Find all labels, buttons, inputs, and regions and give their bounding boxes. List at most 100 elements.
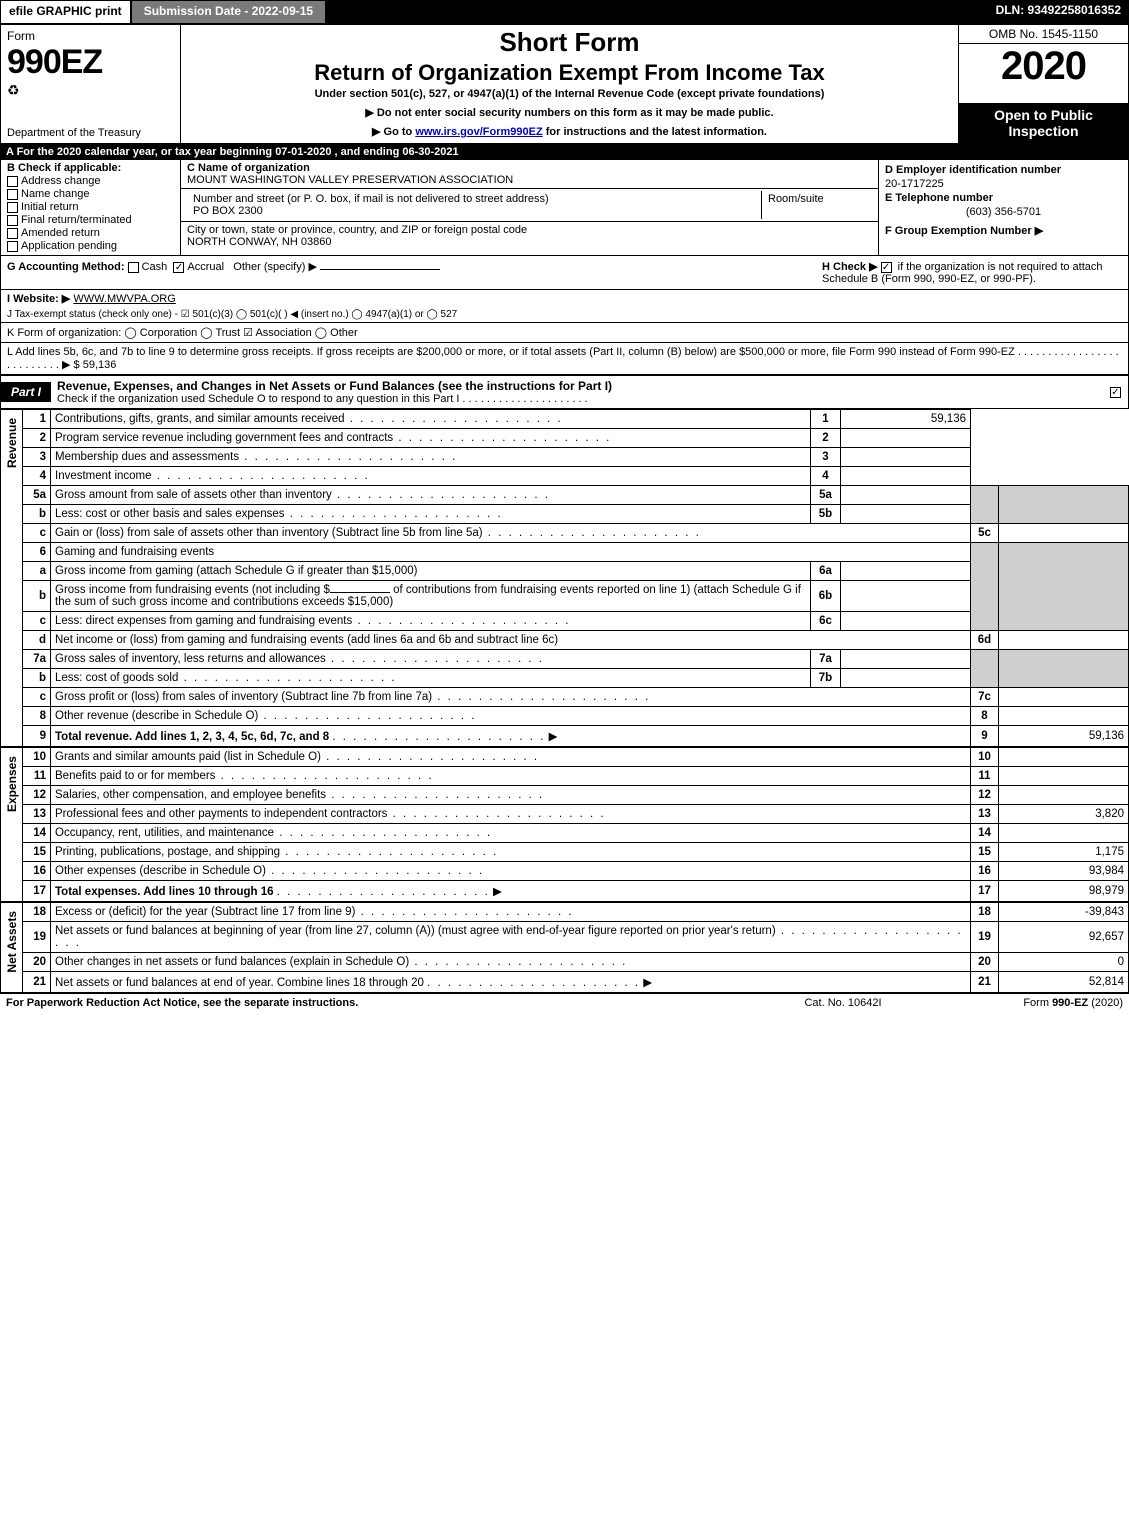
do-not-enter-text: ▶ Do not enter social security numbers o… [185,106,954,119]
cb-initial-return[interactable]: Initial return [7,201,174,213]
line-21: 21Net assets or fund balances at end of … [23,972,1129,993]
cb-name-change[interactable]: Name change [7,188,174,200]
row-l-text: L Add lines 5b, 6c, and 7b to line 9 to … [7,346,1119,371]
line-7c: cGross profit or (loss) from sales of in… [23,688,1129,707]
line-a-text: A For the 2020 calendar year, or tax yea… [6,146,459,158]
group-exemption-label: F Group Exemption Number ▶ [885,224,1122,237]
org-name-label: C Name of organization [187,162,310,174]
box-d-e-f: D Employer identification number 20-1717… [878,160,1128,255]
row-j: J Tax-exempt status (check only one) - ☑… [0,307,1129,323]
room-suite-label: Room/suite [762,191,872,219]
box-c: C Name of organization MOUNT WASHINGTON … [181,160,878,255]
line-6c: cLess: direct expenses from gaming and f… [23,612,1129,631]
box-b-title: B Check if applicable: [7,162,174,174]
ein-label: D Employer identification number [885,164,1122,176]
row-g-h: G Accounting Method: Cash ✓Accrual Other… [0,256,1129,290]
line-6d: dNet income or (loss) from gaming and fu… [23,631,1129,650]
line-4: 4Investment income4 [23,467,1129,486]
city-label: City or town, state or province, country… [187,224,527,236]
line-3: 3Membership dues and assessments3 [23,448,1129,467]
form-ref: Form 990-EZ (2020) [943,997,1123,1009]
line-a-bar: A For the 2020 calendar year, or tax yea… [0,144,1129,160]
line-10: 10Grants and similar amounts paid (list … [23,748,1129,767]
short-form-title: Short Form [185,27,954,58]
revenue-vertical-label: Revenue [0,409,22,747]
cb-application-pending[interactable]: Application pending [7,240,174,252]
goto-pre: ▶ Go to [372,126,415,138]
part-i-checkbox[interactable]: ✓ [1106,385,1128,399]
ein-value: 20-1717225 [885,178,1122,190]
cash-label: Cash [142,261,168,273]
org-name-cell: C Name of organization MOUNT WASHINGTON … [181,160,878,189]
street-row: Number and street (or P. O. box, if mail… [181,189,878,222]
dln-label: DLN: 93492258016352 [988,0,1129,24]
expenses-vertical-label: Expenses [0,747,22,902]
netassets-table: 18Excess or (deficit) for the year (Subt… [22,902,1129,993]
line-12: 12Salaries, other compensation, and empl… [23,786,1129,805]
line-6b: bGross income from fundraising events (n… [23,581,1129,612]
row-i: I Website: ▶ WWW.MWVPA.ORG [0,290,1129,307]
part-i-subtext: Check if the organization used Schedule … [57,393,1100,405]
tel-label: E Telephone number [885,192,1122,204]
submission-date-label: Submission Date - 2022-09-15 [131,0,326,24]
irs-link[interactable]: www.irs.gov/Form990EZ [415,126,542,138]
cb-amended-return[interactable]: Amended return [7,227,174,239]
line-18: 18Excess or (deficit) for the year (Subt… [23,903,1129,922]
netassets-section: Net Assets 18Excess or (deficit) for the… [0,902,1129,993]
expenses-section: Expenses 10Grants and similar amounts pa… [0,747,1129,902]
department-label: Department of the Treasury [7,127,174,139]
cb-accrual[interactable]: ✓ [173,262,184,273]
paperwork-notice: For Paperwork Reduction Act Notice, see … [6,997,743,1009]
recycle-icon: ♻ [7,82,174,99]
row-h: H Check ▶ ✓ if the organization is not r… [822,260,1122,285]
line-2: 2Program service revenue including gover… [23,429,1129,448]
top-bar: efile GRAPHIC print Submission Date - 20… [0,0,1129,24]
page-footer: For Paperwork Reduction Act Notice, see … [0,993,1129,1012]
goto-post: for instructions and the latest informat… [543,126,767,138]
line-9: 9Total revenue. Add lines 1, 2, 3, 4, 5c… [23,726,1129,747]
line-20: 20Other changes in net assets or fund ba… [23,953,1129,972]
line-1: 1Contributions, gifts, grants, and simil… [23,410,1129,429]
part-i-header: Part I Revenue, Expenses, and Changes in… [0,375,1129,409]
spacer [326,0,987,24]
h-pre: H Check ▶ [822,261,878,273]
accrual-label: Accrual [187,261,224,273]
street-label: Number and street (or P. O. box, if mail… [193,193,549,205]
under-section-text: Under section 501(c), 527, or 4947(a)(1)… [185,88,954,100]
line-8: 8Other revenue (describe in Schedule O)8 [23,707,1129,726]
box-b: B Check if applicable: Address change Na… [1,160,181,255]
header-center: Short Form Return of Organization Exempt… [181,25,958,143]
part-i-title: Revenue, Expenses, and Changes in Net As… [51,376,1106,408]
line-5a: 5aGross amount from sale of assets other… [23,486,1129,505]
revenue-table: 1Contributions, gifts, grants, and simil… [22,409,1129,747]
efile-print-label[interactable]: efile GRAPHIC print [0,0,131,24]
other-specify-input[interactable] [320,269,440,270]
line-6: 6Gaming and fundraising events [23,543,1129,562]
line-15: 15Printing, publications, postage, and s… [23,843,1129,862]
other-specify-label: Other (specify) ▶ [233,261,317,273]
form-number: 990EZ [7,43,174,82]
website-value[interactable]: WWW.MWVPA.ORG [73,293,175,305]
city-value: NORTH CONWAY, NH 03860 [187,236,331,248]
line-5c: cGain or (loss) from sale of assets othe… [23,524,1129,543]
line-7a: 7aGross sales of inventory, less returns… [23,650,1129,669]
cb-address-change[interactable]: Address change [7,175,174,187]
org-name-value: MOUNT WASHINGTON VALLEY PRESERVATION ASS… [187,174,513,186]
line-13: 13Professional fees and other payments t… [23,805,1129,824]
line-5b: bLess: cost or other basis and sales exp… [23,505,1129,524]
revenue-section: Revenue 1Contributions, gifts, grants, a… [0,409,1129,747]
return-title: Return of Organization Exempt From Incom… [185,60,954,86]
cb-cash[interactable] [128,262,139,273]
line-16: 16Other expenses (describe in Schedule O… [23,862,1129,881]
catalog-number: Cat. No. 10642I [743,997,943,1009]
cb-final-return[interactable]: Final return/terminated [7,214,174,226]
row-l: L Add lines 5b, 6c, and 7b to line 9 to … [0,343,1129,375]
open-to-public: Open to Public Inspection [959,103,1128,143]
g-label: G Accounting Method: [7,261,125,273]
row-k: K Form of organization: ◯ Corporation ◯ … [0,323,1129,343]
header-left: Form 990EZ ♻ Department of the Treasury [1,25,181,143]
header-right: OMB No. 1545-1150 2020 Open to Public In… [958,25,1128,143]
line-6a: aGross income from gaming (attach Schedu… [23,562,1129,581]
line-17: 17Total expenses. Add lines 10 through 1… [23,881,1129,902]
cb-schedule-b[interactable]: ✓ [881,262,892,273]
